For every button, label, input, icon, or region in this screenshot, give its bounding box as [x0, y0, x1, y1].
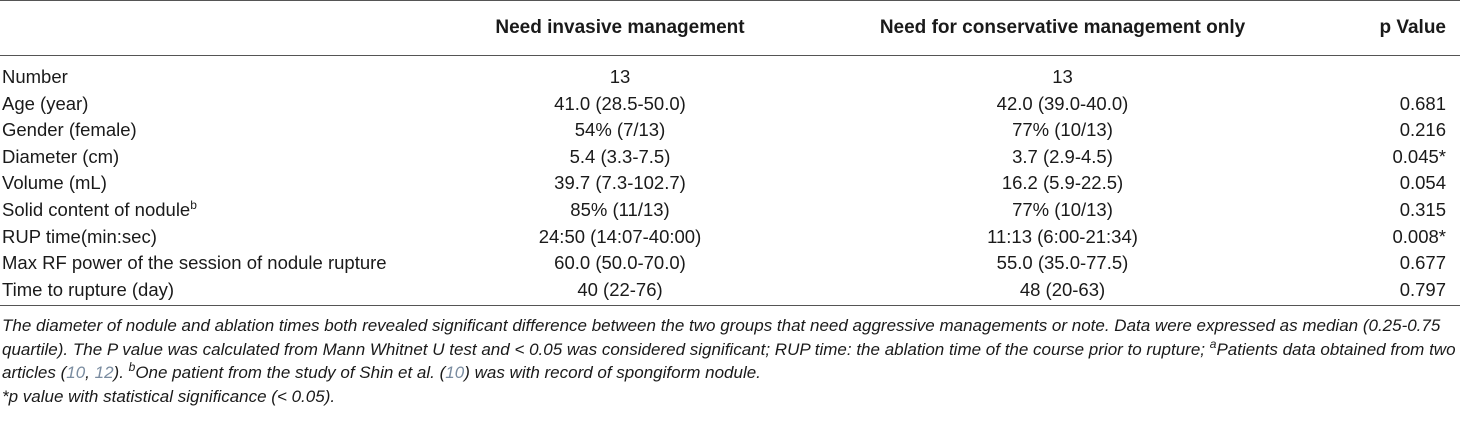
- footnote-text: One patient from the study of Shin et al…: [135, 363, 446, 383]
- conservative-value: 11:13 (6:00-21:34): [987, 225, 1138, 247]
- footnote-text: ).: [113, 363, 129, 383]
- invasive-value: 39.7 (7.3-102.7): [554, 172, 686, 194]
- comparison-table: Need invasive management Need for conser…: [0, 0, 1460, 307]
- table-row: Solid content of noduleb 85% (11/13) 77%…: [0, 197, 1460, 224]
- p-value: 0.216: [1399, 119, 1446, 141]
- reference-link-10[interactable]: 10: [445, 363, 465, 383]
- invasive-value: 5.4 (3.3-7.5): [569, 145, 671, 167]
- reference-link-12[interactable]: 12: [94, 363, 114, 383]
- header-variable: [0, 0, 395, 56]
- row-label: Number: [0, 56, 395, 91]
- row-label-text: Solid content of nodule: [2, 198, 191, 220]
- row-label: Time to rupture (day): [0, 276, 395, 307]
- invasive-value: 54% (7/13): [574, 119, 666, 141]
- footnote-marker: b: [190, 197, 197, 212]
- row-label-text: Diameter (cm): [2, 145, 120, 167]
- p-value: 0.045*: [1392, 145, 1447, 167]
- row-label: RUP time(min:sec): [0, 224, 395, 251]
- conservative-value: 77% (10/13): [1012, 119, 1113, 141]
- row-label-text: Max RF power of the session of nodule ru…: [2, 252, 387, 274]
- results-table-container: Need invasive management Need for conser…: [0, 0, 1460, 408]
- footnote-text: ,: [85, 363, 95, 383]
- reference-link-10[interactable]: 10: [66, 363, 86, 383]
- conservative-value: 48 (20-63): [845, 276, 1280, 307]
- row-label: Age (year): [0, 91, 395, 118]
- p-value: 0.315: [1399, 198, 1446, 220]
- p-value: 0.681: [1399, 92, 1446, 114]
- table-row: Number 13 13: [0, 56, 1460, 91]
- invasive-value: 41.0 (28.5-50.0): [554, 92, 686, 114]
- table-row: Age (year) 41.0 (28.5-50.0) 42.0 (39.0-4…: [0, 91, 1460, 118]
- conservative-value: 55.0 (35.0-77.5): [996, 252, 1129, 274]
- table-row: Time to rupture (day) 40 (22-76) 48 (20-…: [0, 276, 1460, 307]
- invasive-value: 60.0 (50.0-70.0): [554, 252, 686, 274]
- conservative-value: 16.2 (5.9-22.5): [1001, 172, 1124, 194]
- p-value: 0.797: [1280, 276, 1460, 307]
- row-label: Solid content of noduleb: [0, 197, 395, 224]
- row-label-text: Age (year): [2, 92, 89, 114]
- table-row: Max RF power of the session of nodule ru…: [0, 250, 1460, 277]
- header-p-value: p Value: [1280, 0, 1460, 56]
- row-label: Max RF power of the session of nodule ru…: [0, 250, 395, 277]
- conservative-value: 3.7 (2.9-4.5): [1012, 145, 1113, 167]
- footnote-text: Patients data obtained from two articles…: [2, 339, 1456, 383]
- row-label-text: Gender (female): [2, 119, 137, 141]
- table-row: RUP time(min:sec) 24:50 (14:07-40:00) 11…: [0, 224, 1460, 251]
- table-row: Diameter (cm) 5.4 (3.3-7.5) 3.7 (2.9-4.5…: [0, 144, 1460, 171]
- invasive-value: 85% (11/13): [570, 198, 670, 220]
- footnote-main: The diameter of nodule and ablation time…: [2, 314, 1456, 385]
- conservative-value: 77% (10/13): [1012, 198, 1113, 220]
- invasive-value: 24:50 (14:07-40:00): [538, 225, 702, 247]
- table-body: Number 13 13 Age (year) 41.0 (28.5-50.0)…: [0, 56, 1460, 307]
- table-row: Gender (female) 54% (7/13) 77% (10/13) 0…: [0, 117, 1460, 144]
- header-row: Need invasive management Need for conser…: [0, 0, 1460, 56]
- header-conservative: Need for conservative management only: [845, 0, 1280, 56]
- footnote-marker-a: a: [1209, 336, 1217, 351]
- row-label: Volume (mL): [0, 170, 395, 197]
- table-header: Need invasive management Need for conser…: [0, 0, 1460, 56]
- footnote-significance: *p value with statistical significance (…: [2, 386, 336, 406]
- conservative-value: 42.0 (39.0-40.0): [996, 92, 1129, 114]
- row-label: Gender (female): [0, 117, 395, 144]
- p-value: 0.054: [1399, 172, 1446, 194]
- footnote-text: The diameter of nodule and ablation time…: [2, 316, 1441, 359]
- footnote-text: ) was with record of spongiform nodule.: [464, 363, 761, 383]
- invasive-value: 13: [609, 66, 631, 87]
- row-label-text: Number: [2, 66, 68, 87]
- footnote-marker-b: b: [128, 360, 136, 375]
- invasive-value: 40 (22-76): [395, 276, 845, 307]
- row-label-text: Time to rupture (day): [2, 278, 175, 300]
- p-value: 0.677: [1399, 252, 1446, 274]
- row-label-text: RUP time(min:sec): [2, 225, 157, 247]
- row-label: Diameter (cm): [0, 144, 395, 171]
- p-value: 0.008*: [1392, 225, 1447, 247]
- header-invasive: Need invasive management: [395, 0, 845, 56]
- row-label-text: Volume (mL): [2, 172, 107, 194]
- table-row: Volume (mL) 39.7 (7.3-102.7) 16.2 (5.9-2…: [0, 170, 1460, 197]
- p-value: [1280, 56, 1460, 91]
- conservative-value: 13: [1052, 66, 1073, 87]
- table-footnotes: The diameter of nodule and ablation time…: [0, 306, 1460, 408]
